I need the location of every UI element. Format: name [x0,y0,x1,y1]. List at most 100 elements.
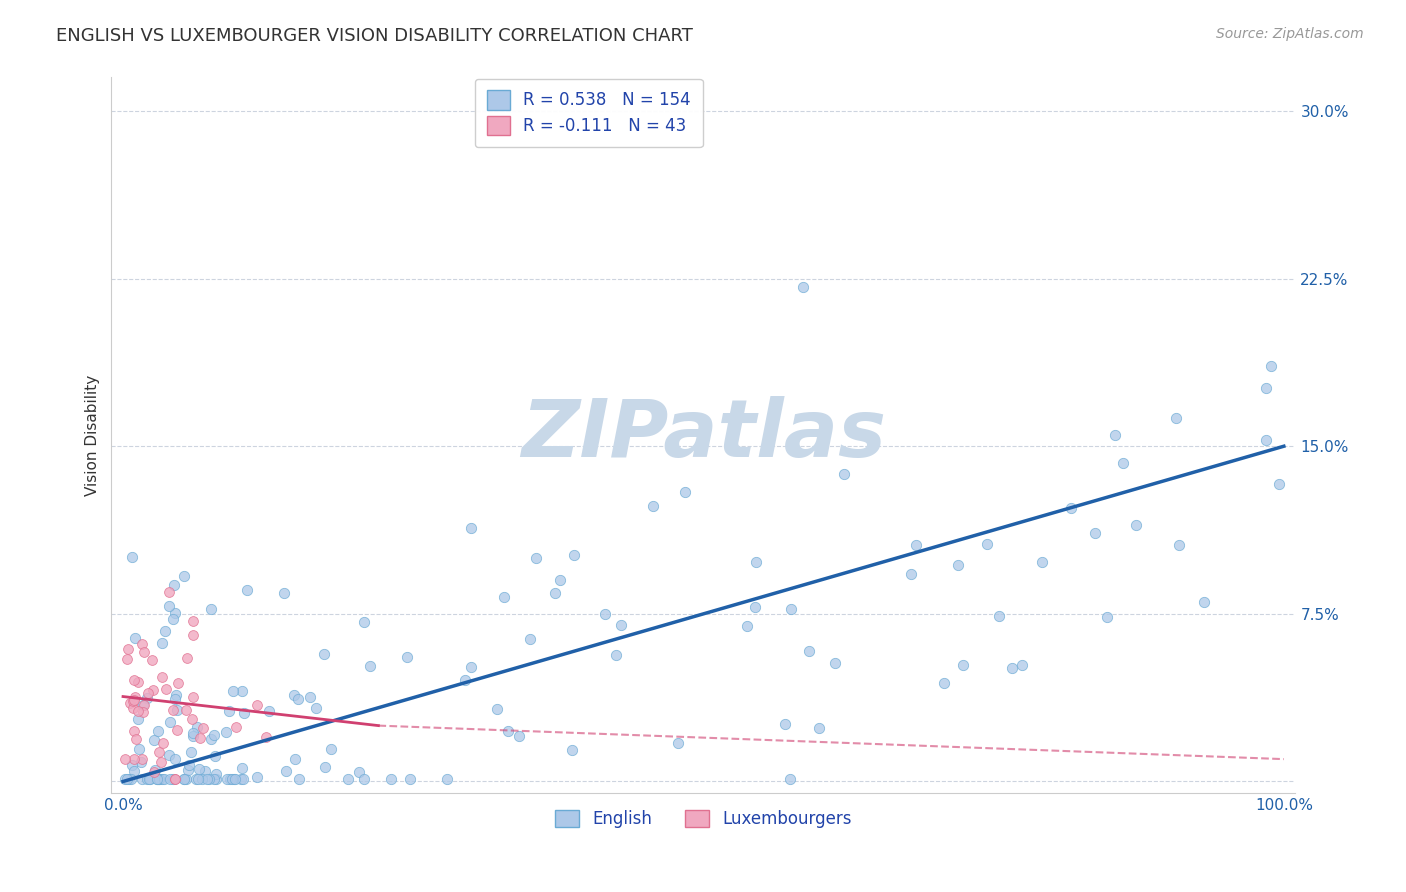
Point [254,730,277,744]
Point [132,645,155,659]
Point [605,648,627,662]
Point [229,772,252,787]
Point [131,772,153,787]
Point [1192,595,1215,609]
Point [797,644,820,658]
Point [165,772,187,787]
Point [120,772,142,787]
Point [124,693,146,707]
Point [122,752,145,766]
Point [204,767,226,781]
Point [1254,433,1277,447]
Point [1095,609,1118,624]
Point [824,656,846,670]
Point [319,742,342,756]
Point [162,772,184,787]
Point [145,772,167,787]
Point [1168,538,1191,552]
Point [122,694,145,708]
Point [124,764,146,778]
Point [174,772,197,787]
Point [165,772,187,787]
Point [675,484,697,499]
Legend: English, Luxembourgers: English, Luxembourgers [548,803,858,834]
Point [148,723,170,738]
Point [167,676,190,690]
Point [148,772,170,787]
Point [353,772,375,787]
Point [200,732,222,747]
Point [744,600,766,615]
Point [952,657,974,672]
Point [610,618,633,632]
Text: Source: ZipAtlas.com: Source: ZipAtlas.com [1216,27,1364,41]
Point [122,701,145,715]
Point [305,700,328,714]
Point [347,765,370,780]
Point [166,703,188,717]
Point [900,566,922,581]
Point [124,631,146,645]
Point [200,602,222,616]
Point [284,752,307,766]
Point [163,607,186,621]
Point [143,763,166,777]
Point [792,280,814,294]
Point [436,772,458,787]
Point [142,682,165,697]
Y-axis label: Vision Disability: Vision Disability [86,375,100,496]
Point [1112,456,1135,470]
Point [150,670,173,684]
Point [118,772,141,787]
Point [561,743,583,757]
Point [1254,380,1277,394]
Point [183,725,205,739]
Point [127,712,149,726]
Point [173,772,195,787]
Point [180,712,202,726]
Point [162,612,184,626]
Point [127,704,149,718]
Point [187,772,209,787]
Point [163,578,186,592]
Point [132,705,155,719]
Point [1164,411,1187,425]
Point [165,689,187,703]
Point [548,573,571,587]
Point [1267,477,1289,491]
Point [1084,525,1107,540]
Point [114,752,136,766]
Point [141,653,163,667]
Point [246,770,269,784]
Point [181,690,204,704]
Point [121,758,143,772]
Point [146,772,169,787]
Point [177,764,200,778]
Point [1001,660,1024,674]
Point [120,697,142,711]
Point [508,729,530,743]
Point [131,752,153,766]
Point [157,747,180,762]
Point [217,772,239,787]
Point [181,614,204,628]
Point [745,555,768,569]
Point [562,548,585,562]
Point [273,586,295,600]
Point [153,772,176,787]
Point [359,659,381,673]
Point [124,732,146,747]
Point [124,723,146,738]
Point [166,723,188,737]
Point [1104,428,1126,442]
Point [150,755,173,769]
Text: ENGLISH VS LUXEMBOURGER VISION DISABILITY CORRELATION CHART: ENGLISH VS LUXEMBOURGER VISION DISABILIT… [56,27,693,45]
Point [231,684,253,698]
Point [129,755,152,769]
Point [283,688,305,702]
Point [218,705,240,719]
Point [146,772,169,787]
Point [173,569,195,583]
Point [205,772,228,787]
Point [1031,555,1053,569]
